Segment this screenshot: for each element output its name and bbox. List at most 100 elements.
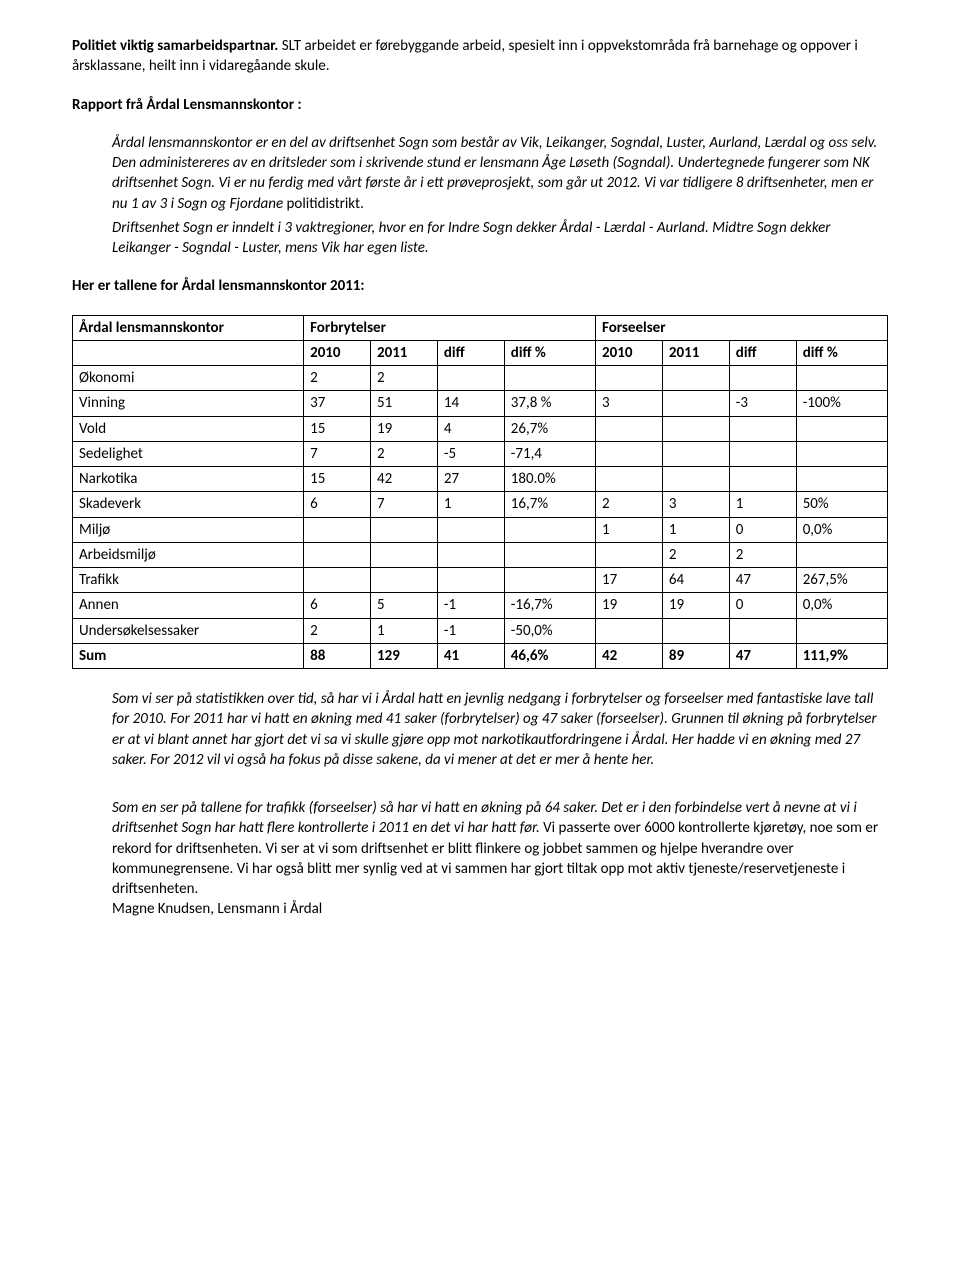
cell: 2 xyxy=(304,618,371,643)
cell: 51 xyxy=(370,391,437,416)
report-p1-text: Årdal lensmannskontor er en del av drift… xyxy=(112,134,877,213)
report-heading: Rapport frå Årdal Lensmannskontor : xyxy=(72,95,888,115)
cell: 89 xyxy=(662,643,729,668)
table-row: Arbeidsmiljø22 xyxy=(73,542,888,567)
cell xyxy=(304,568,371,593)
row-label: Vinning xyxy=(73,391,304,416)
cell: 37 xyxy=(304,391,371,416)
row-label: Skadeverk xyxy=(73,492,304,517)
cell: 0,0% xyxy=(796,593,887,618)
cell xyxy=(796,416,887,441)
cell: 4 xyxy=(437,416,504,441)
cell: 14 xyxy=(437,391,504,416)
cell: 2 xyxy=(729,542,796,567)
th-group2: Forseelser xyxy=(596,315,888,340)
th-blank xyxy=(73,340,304,365)
table-row: Økonomi22 xyxy=(73,366,888,391)
cell xyxy=(796,618,887,643)
table-intro: Her er tallene for Årdal lensmannskontor… xyxy=(72,276,888,296)
cell: -16,7% xyxy=(504,593,595,618)
report-p1: Årdal lensmannskontor er en del av drift… xyxy=(72,133,888,214)
cell: 2 xyxy=(304,366,371,391)
cell xyxy=(662,366,729,391)
table-row: Vold1519426,7% xyxy=(73,416,888,441)
table-header-row-2: 2010 2011 diff diff % 2010 2011 diff dif… xyxy=(73,340,888,365)
cell: 37,8 % xyxy=(504,391,595,416)
table-header-row-1: Årdal lensmannskontor Forbrytelser Forse… xyxy=(73,315,888,340)
th-corner: Årdal lensmannskontor xyxy=(73,315,304,340)
cell: 7 xyxy=(370,492,437,517)
cell: 7 xyxy=(304,441,371,466)
cell xyxy=(729,416,796,441)
cell: 88 xyxy=(304,643,371,668)
cell: 1 xyxy=(729,492,796,517)
cell xyxy=(729,441,796,466)
row-label: Sedelighet xyxy=(73,441,304,466)
cell: 46,6% xyxy=(504,643,595,668)
cell: 17 xyxy=(596,568,663,593)
th-group1: Forbrytelser xyxy=(304,315,596,340)
cell xyxy=(504,366,595,391)
table-row: Annen65-1-16,7%191900,0% xyxy=(73,593,888,618)
cell: 19 xyxy=(596,593,663,618)
cell xyxy=(437,542,504,567)
intro-lead: Politiet viktig samarbeidspartnar. xyxy=(72,37,278,55)
th-sub: 2011 xyxy=(370,340,437,365)
cell xyxy=(662,416,729,441)
cell: 111,9% xyxy=(796,643,887,668)
cell: 42 xyxy=(596,643,663,668)
cell: 0 xyxy=(729,517,796,542)
document-page: Politiet viktig samarbeidspartnar. SLT a… xyxy=(0,0,960,1279)
cell xyxy=(796,467,887,492)
cell xyxy=(437,366,504,391)
cell xyxy=(596,366,663,391)
row-label: Annen xyxy=(73,593,304,618)
cell xyxy=(796,366,887,391)
table-row: Sedelighet72-5-71,4 xyxy=(73,441,888,466)
cell: 5 xyxy=(370,593,437,618)
cell xyxy=(796,542,887,567)
cell xyxy=(662,441,729,466)
cell: 1 xyxy=(437,492,504,517)
cell: -50,0% xyxy=(504,618,595,643)
table-head: Årdal lensmannskontor Forbrytelser Forse… xyxy=(73,315,888,366)
intro-paragraph: Politiet viktig samarbeidspartnar. SLT a… xyxy=(72,36,888,77)
row-label: Vold xyxy=(73,416,304,441)
cell: 47 xyxy=(729,568,796,593)
cell: 0 xyxy=(729,593,796,618)
cell: -5 xyxy=(437,441,504,466)
cell xyxy=(304,542,371,567)
row-label: Sum xyxy=(73,643,304,668)
table-row: Miljø1100,0% xyxy=(73,517,888,542)
cell: -1 xyxy=(437,618,504,643)
cell: 129 xyxy=(370,643,437,668)
th-sub: diff xyxy=(729,340,796,365)
cell: 180.0% xyxy=(504,467,595,492)
table-row: Sum881294146,6%428947111,9% xyxy=(73,643,888,668)
cell: 15 xyxy=(304,467,371,492)
cell: 64 xyxy=(662,568,729,593)
cell: 42 xyxy=(370,467,437,492)
after-p2: Som en ser på tallene for trafikk (forse… xyxy=(112,798,888,899)
cell xyxy=(729,467,796,492)
cell: -71,4 xyxy=(504,441,595,466)
table-row: Narkotika154227180.0% xyxy=(73,467,888,492)
cell: 2 xyxy=(662,542,729,567)
signature: Magne Knudsen, Lensmann i Årdal xyxy=(112,899,888,919)
report-p2: Driftsenhet Sogn er inndelt i 3 vaktregi… xyxy=(72,218,888,259)
stats-table: Årdal lensmannskontor Forbrytelser Forse… xyxy=(72,315,888,670)
cell xyxy=(662,391,729,416)
cell xyxy=(796,441,887,466)
cell xyxy=(596,416,663,441)
cell xyxy=(662,618,729,643)
cell: 3 xyxy=(596,391,663,416)
cell: 15 xyxy=(304,416,371,441)
cell xyxy=(596,441,663,466)
cell xyxy=(437,517,504,542)
cell: -3 xyxy=(729,391,796,416)
cell: 0,0% xyxy=(796,517,887,542)
cell: 27 xyxy=(437,467,504,492)
row-label: Narkotika xyxy=(73,467,304,492)
cell: 41 xyxy=(437,643,504,668)
cell: 6 xyxy=(304,492,371,517)
